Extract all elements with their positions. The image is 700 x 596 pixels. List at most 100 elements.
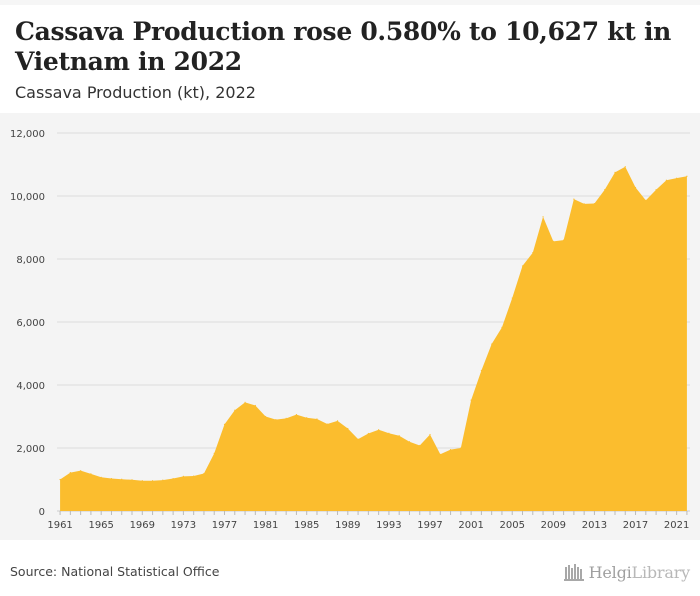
x-tick-label: 1993 [376, 520, 401, 531]
x-tick-label: 1997 [417, 520, 442, 531]
chart-title: Cassava Production rose 0.580% to 10,627… [15, 17, 672, 76]
y-tick-label: 8,000 [16, 255, 45, 266]
data-point [593, 202, 596, 205]
data-point [470, 399, 472, 401]
data-point [306, 417, 308, 419]
data-point [110, 477, 113, 480]
data-point [121, 478, 123, 480]
data-point [655, 189, 657, 191]
x-tick-label: 1989 [335, 520, 360, 531]
data-point [326, 423, 328, 425]
data-point [521, 265, 524, 267]
data-point [172, 477, 174, 480]
data-point [511, 297, 513, 299]
x-tick-label: 2009 [541, 520, 566, 531]
x-tick-label: 2017 [623, 520, 648, 531]
data-point [614, 171, 616, 173]
x-tick-label: 1961 [47, 520, 72, 531]
data-point [193, 475, 195, 477]
x-tick-label: 2001 [458, 520, 483, 531]
top-border [0, 0, 700, 5]
data-point [665, 179, 667, 181]
x-tick-label: 1969 [130, 520, 155, 531]
data-point [604, 189, 606, 191]
y-tick-label: 6,000 [16, 318, 45, 329]
data-point [265, 415, 267, 418]
data-point [645, 199, 647, 202]
x-tick-label: 1985 [294, 520, 319, 531]
data-point [398, 435, 400, 437]
data-point [141, 480, 143, 482]
data-point [347, 427, 349, 430]
data-point [336, 420, 339, 422]
data-point [244, 401, 246, 403]
data-point [676, 177, 678, 179]
data-point [429, 433, 431, 436]
chart-subtitle: Cassava Production (kt), 2022 [15, 83, 256, 102]
chart-header: Cassava Production rose 0.580% to 10,627… [0, 5, 700, 113]
source-note: Source: National Statistical Office [10, 564, 220, 579]
data-point [69, 471, 71, 474]
data-point [254, 404, 256, 407]
data-point [624, 166, 626, 168]
data-point [480, 369, 482, 372]
data-point [182, 475, 184, 477]
x-axis: 1961 1965 1969 1973 1977 1981 1985 1989 1993 1997… [47, 511, 689, 531]
data-point [378, 429, 380, 431]
data-point [501, 326, 503, 328]
logo-text-bold: Helgi [588, 562, 632, 582]
library-icon [563, 564, 584, 581]
data-point [275, 419, 277, 421]
y-tick-label: 12,000 [10, 129, 45, 140]
y-axis: 0 2,000 4,000 6,000 8,000 10,000 12,000 [10, 129, 45, 518]
data-point [162, 479, 164, 481]
data-point [234, 409, 236, 411]
data-area [59, 166, 688, 511]
data-point [634, 186, 637, 189]
data-point [203, 472, 205, 475]
data-point [686, 175, 688, 177]
data-point [563, 239, 565, 241]
data-point [419, 444, 421, 447]
y-tick-label: 0 [39, 507, 45, 518]
x-tick-label: 2021 [664, 520, 689, 531]
data-point [59, 478, 61, 481]
logo-text-light: Library [631, 562, 691, 582]
data-point [316, 418, 318, 420]
x-tick-label: 1965 [88, 520, 113, 531]
data-point [408, 441, 411, 443]
data-point [388, 432, 390, 434]
x-tick-label: 2013 [582, 520, 607, 531]
y-tick-label: 4,000 [16, 381, 45, 392]
data-point [80, 470, 82, 472]
data-point [439, 453, 441, 455]
data-point [532, 252, 534, 254]
data-point [449, 448, 452, 451]
data-point [295, 414, 298, 416]
data-point [552, 240, 554, 242]
data-point [151, 480, 154, 482]
logo-wordmark: HelgiLibrary [588, 562, 691, 582]
data-point [460, 447, 462, 449]
data-point [223, 423, 226, 425]
x-tick-label: 1977 [212, 520, 237, 531]
data-point [357, 438, 359, 440]
x-tick-label: 1973 [171, 520, 196, 531]
data-point [213, 452, 215, 454]
helgilibrary-logo: HelgiLibrary [563, 560, 691, 584]
x-tick-label: 2005 [499, 520, 524, 531]
data-point [90, 473, 92, 475]
data-point [367, 432, 369, 435]
data-point [491, 343, 493, 345]
x-tick-label: 1981 [253, 520, 278, 531]
data-point [131, 479, 133, 481]
data-point [542, 216, 544, 218]
data-point [573, 198, 575, 200]
y-tick-label: 10,000 [10, 192, 45, 203]
data-point [285, 417, 287, 419]
production-area [60, 166, 687, 511]
data-point [583, 203, 585, 205]
y-tick-label: 2,000 [16, 444, 45, 455]
data-point [100, 476, 102, 478]
